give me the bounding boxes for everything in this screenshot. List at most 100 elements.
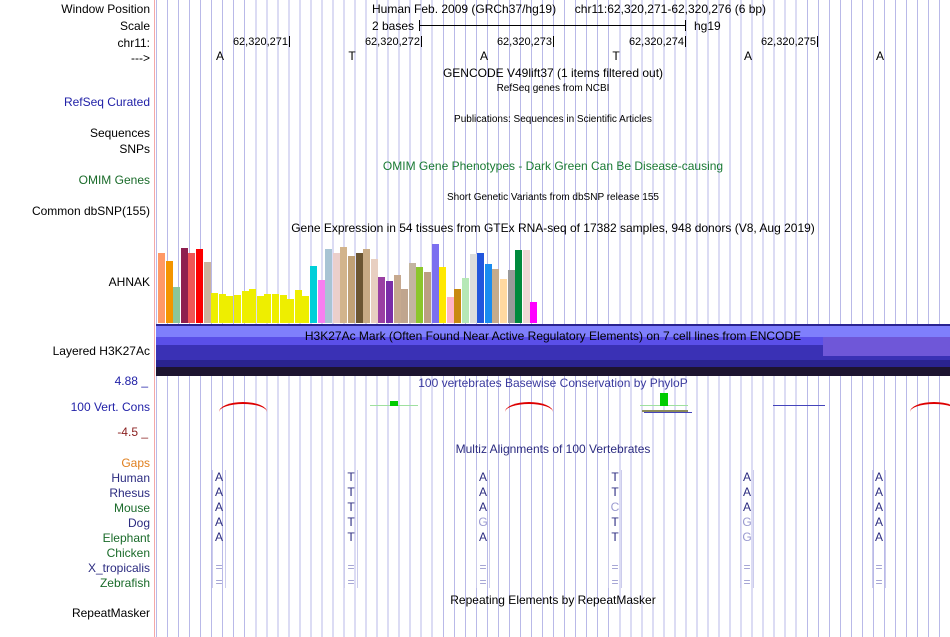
gtex-tissue-bar[interactable]: [226, 295, 234, 323]
gtex-tissue-bar[interactable]: [446, 297, 454, 323]
track-title-multiz[interactable]: Multiz Alignments of 100 Vertebrates: [455, 442, 651, 456]
alignment-base-x_tropicalis-4[interactable]: =: [743, 560, 751, 574]
track-title-dbsnp[interactable]: Short Genetic Variants from dbSNP releas…: [447, 192, 659, 203]
alignment-base-elephant-0[interactable]: A: [214, 530, 223, 544]
species-label-x_tropicalis[interactable]: X_tropicalis: [87, 561, 150, 575]
alignment-base-elephant-3[interactable]: T: [611, 530, 619, 544]
label-common-dbsnp[interactable]: Common dbSNP(155): [31, 204, 150, 218]
gtex-tissue-bar[interactable]: [256, 295, 264, 323]
phylop-conservation-plot[interactable]: [156, 376, 950, 438]
h3k27ac-heatmap[interactable]: [156, 324, 950, 376]
alignment-base-human-4[interactable]: A: [742, 470, 751, 484]
gtex-tissue-bar[interactable]: [287, 299, 295, 323]
gtex-tissue-bar[interactable]: [386, 280, 393, 323]
alignment-base-zebrafish-4[interactable]: =: [743, 575, 751, 589]
alignment-base-rhesus-5[interactable]: A: [874, 485, 883, 499]
alignment-base-mouse-5[interactable]: A: [874, 500, 883, 514]
label-ahnak[interactable]: AHNAK: [108, 275, 150, 289]
alignment-base-mouse-2[interactable]: A: [478, 500, 487, 514]
alignment-base-mouse-0[interactable]: A: [214, 500, 223, 514]
track-title-phylop[interactable]: 100 vertebrates Basewise Conservation by…: [418, 376, 688, 390]
label-snps[interactable]: SNPs: [119, 142, 150, 156]
alignment-base-x_tropicalis-2[interactable]: =: [479, 560, 487, 574]
gtex-tissue-bar[interactable]: [363, 249, 371, 323]
gtex-tissue-bar[interactable]: [515, 250, 523, 323]
gtex-tissue-bar[interactable]: [211, 292, 219, 323]
alignment-base-human-0[interactable]: A: [214, 470, 223, 484]
gtex-tissue-bar[interactable]: [401, 288, 409, 323]
track-title-publications[interactable]: Publications: Sequences in Scientific Ar…: [454, 114, 652, 125]
alignment-base-x_tropicalis-1[interactable]: =: [347, 560, 355, 574]
alignment-base-zebrafish-3[interactable]: =: [611, 575, 619, 589]
alignment-base-elephant-5[interactable]: A: [874, 530, 883, 544]
track-title-gtex[interactable]: Gene Expression in 54 tissues from GTEx …: [291, 221, 815, 235]
alignment-base-rhesus-3[interactable]: T: [611, 485, 619, 499]
track-title-gencode[interactable]: GENCODE V49lift37 (1 items filtered out): [442, 66, 664, 80]
gtex-tissue-bar[interactable]: [264, 294, 272, 323]
alignment-base-dog-3[interactable]: T: [611, 515, 619, 529]
alignment-base-human-2[interactable]: A: [478, 470, 487, 484]
gtex-tissue-bar[interactable]: [302, 295, 310, 323]
gtex-tissue-bar[interactable]: [188, 252, 196, 323]
gtex-tissue-bar[interactable]: [196, 248, 203, 323]
species-label-zebrafish[interactable]: Zebrafish: [99, 576, 150, 590]
alignment-base-rhesus-0[interactable]: A: [214, 485, 223, 499]
gtex-tissue-bar[interactable]: [158, 252, 165, 323]
alignment-base-mouse-1[interactable]: T: [347, 500, 355, 514]
alignment-base-human-1[interactable]: T: [347, 470, 355, 484]
alignment-base-x_tropicalis-3[interactable]: =: [611, 560, 619, 574]
alignment-base-elephant-4[interactable]: G: [742, 530, 752, 544]
gtex-tissue-bar[interactable]: [416, 267, 424, 323]
alignment-base-dog-5[interactable]: A: [874, 515, 883, 529]
label-refseq-curated[interactable]: RefSeq Curated: [63, 95, 150, 109]
gtex-tissue-bar[interactable]: [378, 277, 386, 323]
label-repeatmasker[interactable]: RepeatMasker: [71, 606, 150, 620]
gtex-tissue-bar[interactable]: [332, 252, 340, 323]
gtex-tissue-bar[interactable]: [393, 275, 401, 323]
alignment-base-human-3[interactable]: T: [611, 470, 619, 484]
gtex-tissue-bar[interactable]: [462, 278, 469, 323]
alignment-base-dog-4[interactable]: G: [742, 515, 752, 529]
gtex-tissue-bar[interactable]: [424, 271, 431, 323]
gtex-tissue-bar[interactable]: [431, 243, 439, 323]
gtex-tissue-bar[interactable]: [355, 252, 363, 323]
gtex-tissue-bar[interactable]: [370, 259, 378, 323]
gtex-tissue-bar[interactable]: [249, 289, 257, 323]
alignment-base-human-5[interactable]: A: [874, 470, 883, 484]
label-100-vert-cons[interactable]: 100 Vert. Cons: [70, 400, 150, 414]
species-label-human[interactable]: Human: [111, 471, 150, 485]
gtex-tissue-bar[interactable]: [317, 279, 325, 323]
gtex-tissue-bar[interactable]: [310, 266, 317, 323]
alignment-base-dog-0[interactable]: A: [214, 515, 223, 529]
gtex-tissue-bar[interactable]: [279, 295, 287, 323]
alignment-base-elephant-1[interactable]: T: [347, 530, 355, 544]
gtex-bar-chart[interactable]: [156, 241, 950, 323]
species-label-rhesus[interactable]: Rhesus: [109, 486, 150, 500]
gtex-tissue-bar[interactable]: [340, 247, 348, 323]
label-sequences[interactable]: Sequences: [89, 126, 150, 140]
alignment-base-zebrafish-1[interactable]: =: [347, 575, 355, 589]
gtex-tissue-bar[interactable]: [173, 287, 181, 323]
gtex-tissue-bar[interactable]: [439, 267, 447, 323]
alignment-base-rhesus-1[interactable]: T: [347, 485, 355, 499]
gtex-tissue-bar[interactable]: [165, 260, 173, 323]
track-title-refseq-ncbi[interactable]: RefSeq genes from NCBI: [496, 83, 610, 94]
alignment-base-zebrafish-0[interactable]: =: [215, 575, 223, 589]
gtex-tissue-bar[interactable]: [294, 290, 302, 323]
track-title-repeatmasker[interactable]: Repeating Elements by RepeatMasker: [450, 593, 656, 607]
gtex-tissue-bar[interactable]: [454, 289, 462, 323]
track-title-h3k27ac[interactable]: H3K27Ac Mark (Often Found Near Active Re…: [304, 329, 802, 343]
alignment-base-zebrafish-2[interactable]: =: [479, 575, 487, 589]
alignment-base-rhesus-4[interactable]: A: [742, 485, 751, 499]
species-label-elephant[interactable]: Elephant: [102, 531, 150, 545]
gtex-tissue-bar[interactable]: [484, 263, 492, 323]
gtex-tissue-bar[interactable]: [507, 270, 515, 323]
species-label-gaps[interactable]: Gaps: [121, 456, 150, 470]
alignment-base-zebrafish-5[interactable]: =: [875, 575, 883, 589]
alignment-base-dog-1[interactable]: T: [347, 515, 355, 529]
gtex-tissue-bar[interactable]: [530, 302, 538, 323]
label-layered-h3k27ac[interactable]: Layered H3K27Ac: [52, 344, 150, 358]
gtex-tissue-bar[interactable]: [492, 269, 500, 323]
gtex-tissue-bar[interactable]: [241, 291, 249, 323]
gtex-tissue-bar[interactable]: [477, 253, 485, 323]
